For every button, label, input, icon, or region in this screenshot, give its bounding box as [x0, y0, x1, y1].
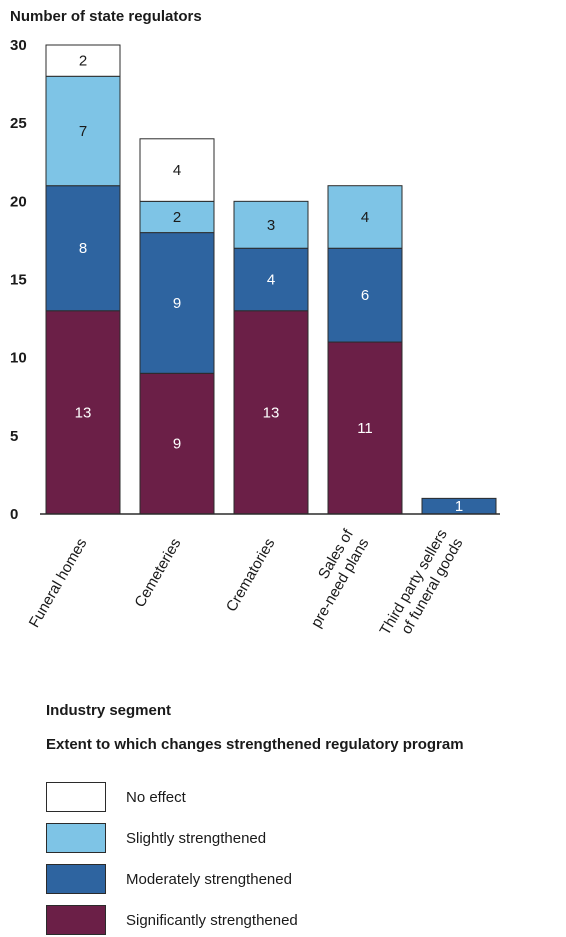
data-label-significantly-strengthened-cemeteries: 9	[173, 436, 181, 453]
bar-segment-significantly-strengthened-sales-of-pre-need-plans	[327, 341, 403, 515]
data-label-no-effect-cemeteries: 4	[173, 162, 181, 179]
bar-segment-slightly-strengthened-crematories	[233, 200, 309, 249]
legend-item-significantly: Significantly strengthened	[46, 905, 466, 937]
bar-segment-no-effect-funeral-homes	[45, 44, 121, 77]
legend-swatch-no-effect	[46, 782, 106, 812]
data-label-significantly-strengthened-sales-of-pre-need-plans: 11	[357, 420, 373, 437]
data-label-moderately-strengthened-cemeteries: 9	[173, 295, 181, 312]
stacked-bar-chart: 0 5 10 15 20 25 30 13 8 7 2 9 9 2 4 13 4 3 11 6 4 1 Funeral …	[10, 37, 500, 648]
x-tick-label-cemeteries: Cemeteries	[131, 536, 184, 611]
legend-label-slightly: Slightly strengthened	[126, 830, 267, 847]
data-label-significantly-strengthened-funeral-homes: 13	[75, 404, 92, 421]
bar-segment-moderately-strengthened-funeral-homes	[45, 185, 121, 312]
data-label-moderately-strengthened-third-party-sellers-of-funeral-goods: 1	[455, 498, 463, 515]
bar-segment-significantly-strengthened-funeral-homes	[45, 310, 121, 515]
y-tick-label-0: 0	[10, 506, 18, 523]
bar-segment-moderately-strengthened-crematories	[233, 247, 309, 312]
legend-item-slightly: Slightly strengthened	[46, 823, 466, 855]
y-tick-label-5: 5	[10, 428, 18, 445]
data-label-no-effect-funeral-homes: 2	[79, 53, 87, 70]
y-tick-label-30: 30	[10, 37, 27, 54]
y-tick-label-25: 25	[10, 115, 27, 132]
bar-segment-significantly-strengthened-crematories	[233, 310, 309, 515]
data-label-significantly-strengthened-crematories: 13	[263, 404, 280, 421]
data-label-slightly-strengthened-funeral-homes: 7	[79, 123, 87, 140]
legend-label-significantly: Significantly strengthened	[126, 912, 298, 929]
legend-label-no-effect: No effect	[126, 789, 186, 806]
x-tick-label-funeral-homes: Funeral homes	[26, 536, 91, 631]
y-tick-label-15: 15	[10, 272, 27, 289]
legend-label-moderately: Moderately strengthened	[126, 871, 292, 888]
legend-swatch-significantly	[46, 905, 106, 935]
x-tick-label-sales-of-pre-need-plans: Sales ofpre-need plans	[292, 526, 373, 631]
data-label-slightly-strengthened-cemeteries: 2	[173, 209, 181, 226]
data-label-slightly-strengthened-crematories: 3	[267, 217, 275, 234]
y-tick-label-20: 20	[10, 193, 27, 210]
legend-item-moderately: Moderately strengthened	[46, 864, 466, 896]
bar-segment-no-effect-cemeteries	[139, 138, 215, 202]
data-label-slightly-strengthened-sales-of-pre-need-plans: 4	[361, 209, 369, 226]
data-label-moderately-strengthened-funeral-homes: 8	[79, 240, 87, 257]
legend-swatch-moderately	[46, 864, 106, 894]
data-label-moderately-strengthened-crematories: 4	[267, 272, 275, 289]
data-label-moderately-strengthened-sales-of-pre-need-plans: 6	[361, 287, 369, 304]
x-tick-label-crematories: Crematories	[223, 536, 279, 615]
legend-title: Extent to which changes strengthened reg…	[46, 736, 464, 753]
bar-segment-slightly-strengthened-funeral-homes	[45, 75, 121, 187]
legend-item-no-effect: No effect	[46, 782, 466, 814]
bar-segment-slightly-strengthened-cemeteries	[139, 200, 215, 234]
x-tick-label-third-party-sellers-of-funeral-goods: Third party sellersof funeral goods	[377, 527, 467, 648]
x-axis-label: Industry segment	[46, 702, 172, 719]
y-tick-label-10: 10	[10, 350, 27, 367]
y-axis-label: Number of state regulators	[10, 8, 202, 25]
bar-segment-moderately-strengthened-sales-of-pre-need-plans	[327, 247, 403, 343]
bar-segment-slightly-strengthened-sales-of-pre-need-plans	[327, 185, 403, 249]
bar-segment-moderately-strengthened-cemeteries	[139, 232, 215, 374]
legend-swatch-slightly	[46, 823, 106, 853]
